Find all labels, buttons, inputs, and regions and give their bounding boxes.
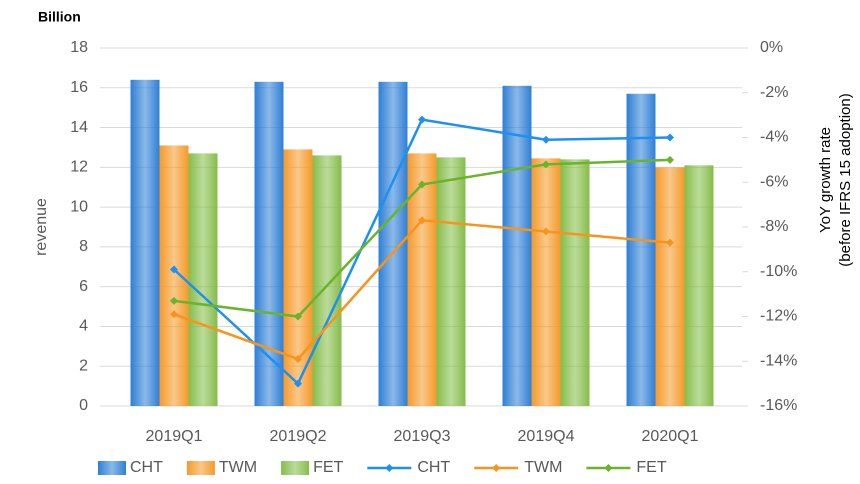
y-tick-label: 18 xyxy=(70,39,88,56)
legend-label: CHT xyxy=(130,459,163,476)
y-tick-label: 0 xyxy=(79,397,88,414)
bar xyxy=(502,85,532,407)
y2-tick-label: -6% xyxy=(760,173,788,190)
legend-label: FET xyxy=(313,459,343,476)
marker xyxy=(170,310,178,319)
x-tick-label: 2019Q3 xyxy=(394,428,451,445)
y-tick-label: 8 xyxy=(79,238,88,255)
y2-tick-label: -8% xyxy=(760,218,788,235)
legend-marker xyxy=(385,464,394,472)
x-tick-label: 2019Q1 xyxy=(146,428,203,445)
legend-marker xyxy=(492,464,501,472)
y-tick-label: 12 xyxy=(70,159,88,176)
y2-tick-label: -4% xyxy=(760,129,788,146)
bar xyxy=(626,93,656,406)
y-tick-label: 6 xyxy=(79,278,88,295)
bar xyxy=(684,165,714,406)
y-tick-label: 4 xyxy=(79,318,88,335)
legend-label: TWM xyxy=(524,459,562,476)
x-tick-label: 2020Q1 xyxy=(642,428,699,445)
legend-marker xyxy=(604,464,613,472)
marker xyxy=(542,160,550,169)
bar xyxy=(655,167,685,406)
y2-tick-label: -16% xyxy=(760,397,797,414)
y-tick-label: 16 xyxy=(70,79,88,96)
y2-tick-label: -14% xyxy=(760,352,797,369)
marker xyxy=(666,133,674,142)
marker xyxy=(294,379,302,388)
marker xyxy=(294,355,302,364)
bar xyxy=(378,81,408,407)
marker xyxy=(666,238,674,247)
marker xyxy=(418,115,426,124)
y2-axis-label: YoY growth rate xyxy=(817,127,834,233)
marker xyxy=(170,296,178,305)
y-tick-label: 2 xyxy=(79,357,88,374)
bar xyxy=(130,79,160,407)
bar xyxy=(188,153,218,406)
marker xyxy=(666,155,674,164)
marker xyxy=(542,227,550,236)
legend-swatch xyxy=(186,461,215,475)
marker xyxy=(418,180,426,189)
legend-label: FET xyxy=(636,459,666,476)
y-tick-label: 14 xyxy=(70,119,88,136)
marker xyxy=(170,265,178,274)
y2-tick-label: -2% xyxy=(760,84,788,101)
bar xyxy=(560,159,590,406)
y2-tick-label: -12% xyxy=(760,308,797,325)
bar xyxy=(312,155,342,406)
y2-tick-label: -10% xyxy=(760,263,797,280)
marker xyxy=(418,216,426,225)
legend-label: CHT xyxy=(417,459,450,476)
x-tick-label: 2019Q4 xyxy=(518,428,575,445)
marker xyxy=(294,312,302,321)
legend-swatch xyxy=(98,461,126,475)
y2-tick-label: 0% xyxy=(760,39,783,56)
bar xyxy=(159,145,189,406)
bar xyxy=(407,153,437,406)
y-axis-label: revenue xyxy=(33,198,50,256)
bar xyxy=(531,158,561,406)
legend-swatch xyxy=(281,461,310,475)
bar xyxy=(436,157,466,406)
marker xyxy=(542,135,550,144)
y-tick-label: 10 xyxy=(70,198,88,215)
x-tick-label: 2019Q2 xyxy=(270,428,327,445)
legend-label: TWM xyxy=(219,459,257,476)
y2-axis-label: (before IFRS 15 adoption) xyxy=(837,93,854,266)
bar xyxy=(283,149,313,406)
unit-label: Billion xyxy=(38,9,81,25)
